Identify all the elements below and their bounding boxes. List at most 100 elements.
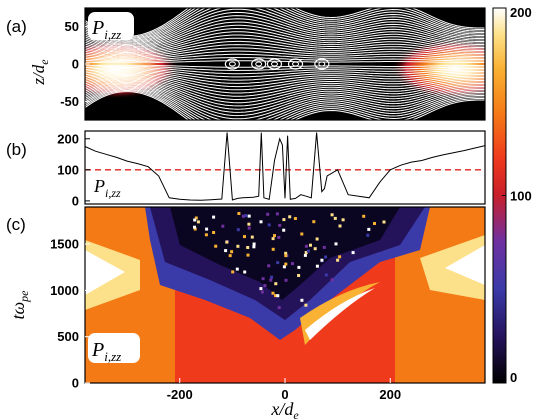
speckle (304, 251, 308, 254)
field-line (85, 8, 485, 39)
field-line (85, 18, 485, 49)
speckle (282, 265, 286, 269)
field-line (85, 11, 485, 47)
speckle (366, 233, 370, 237)
speckle (247, 226, 251, 230)
field-line (85, 76, 485, 101)
speckle (230, 250, 234, 254)
field-line (85, 8, 485, 41)
speckle (274, 294, 277, 298)
field-line (85, 60, 485, 64)
field-line (85, 89, 485, 120)
speckle (250, 235, 254, 239)
magnetic-island (314, 58, 330, 70)
speckle (297, 274, 301, 277)
speckle (194, 216, 198, 220)
field-line (85, 80, 485, 113)
panel-b-yticks: 200 100 0 (57, 131, 90, 208)
field-line (85, 68, 485, 78)
panel-a-ylabel: z/de (29, 59, 51, 86)
panel-a: 50 0 -50 Pi,zz z/de (29, 7, 486, 121)
speckle (259, 287, 263, 291)
svg-text:Pi,zz: Pi,zz (91, 339, 121, 364)
panel-c-ytick-label: 0 (72, 376, 79, 391)
svg-text:Pi,zz: Pi,zz (91, 17, 121, 42)
speckle (244, 214, 248, 218)
speckle (263, 284, 267, 288)
speckle (274, 282, 278, 286)
speckle (324, 273, 328, 277)
colorbar-tick-label: 0 (510, 370, 517, 385)
speckle (313, 296, 317, 300)
speckle (212, 231, 216, 234)
speckle (193, 227, 197, 231)
speckle (214, 244, 218, 248)
field-line (85, 65, 485, 72)
field-line (85, 66, 485, 75)
speckle (341, 218, 345, 222)
speckle (261, 277, 265, 281)
speckle (362, 214, 366, 218)
panel-label-b: (b) (6, 140, 27, 159)
field-line (85, 72, 485, 91)
speckle (221, 224, 225, 228)
field-line (85, 34, 485, 55)
speckle (306, 249, 310, 253)
speckle (338, 224, 342, 228)
field-line (85, 44, 485, 58)
speckle (297, 265, 301, 269)
panel-c-heatmap (85, 207, 485, 383)
colorbar-ticks: 200 100 0 (502, 5, 532, 385)
field-line (85, 8, 485, 43)
speckle (193, 218, 197, 222)
panel-b-ytick-label: 200 (57, 131, 79, 146)
quantity-label-a: P (91, 17, 104, 39)
field-line (85, 50, 485, 60)
panel-c-quantity-label: Pi,zz (88, 333, 140, 364)
panel-c-ytick-label: 1000 (50, 283, 79, 298)
speckle (205, 227, 209, 231)
speckle (284, 262, 288, 266)
panel-a-yticks: 50 0 -50 (60, 19, 90, 109)
panel-a-quantity-label: Pi,zz (88, 12, 134, 42)
panel-b-line (84, 132, 486, 201)
field-line (85, 88, 485, 120)
speckle (330, 278, 334, 282)
field-line (85, 8, 485, 42)
speckle (322, 245, 326, 249)
field-line (85, 37, 485, 56)
panel-b-ytick-label: 100 (57, 162, 79, 177)
panel-c-ytick-label: 1500 (50, 237, 79, 252)
speckle (351, 251, 355, 255)
speckle (338, 255, 342, 259)
field-line (85, 8, 485, 46)
field-lines (85, 8, 485, 120)
panel-c-ylabel: tωpe (8, 290, 31, 320)
speckle (288, 215, 292, 219)
magnetic-island (266, 58, 283, 70)
speckle (228, 254, 232, 258)
field-line (85, 15, 485, 48)
speckle (367, 227, 371, 231)
speckle (303, 253, 307, 257)
speckle (246, 246, 250, 249)
magnetic-island (287, 58, 304, 70)
field-line (85, 73, 485, 94)
speckle (284, 254, 288, 258)
speckle (277, 306, 281, 310)
speckle (275, 212, 279, 216)
speckle (330, 213, 334, 217)
speckle (266, 212, 270, 216)
speckle (204, 233, 208, 237)
speckle (336, 258, 340, 262)
panel-b: 200 100 0 Pi,zz (57, 130, 486, 208)
field-line (85, 64, 485, 68)
magnetic-island (251, 58, 267, 70)
panel-a-ytick-label: 50 (65, 19, 79, 34)
speckle (259, 220, 263, 224)
speckle (243, 235, 246, 239)
speckle (269, 278, 273, 282)
speckle (333, 216, 337, 220)
speckle (334, 242, 338, 246)
speckle (293, 217, 297, 220)
